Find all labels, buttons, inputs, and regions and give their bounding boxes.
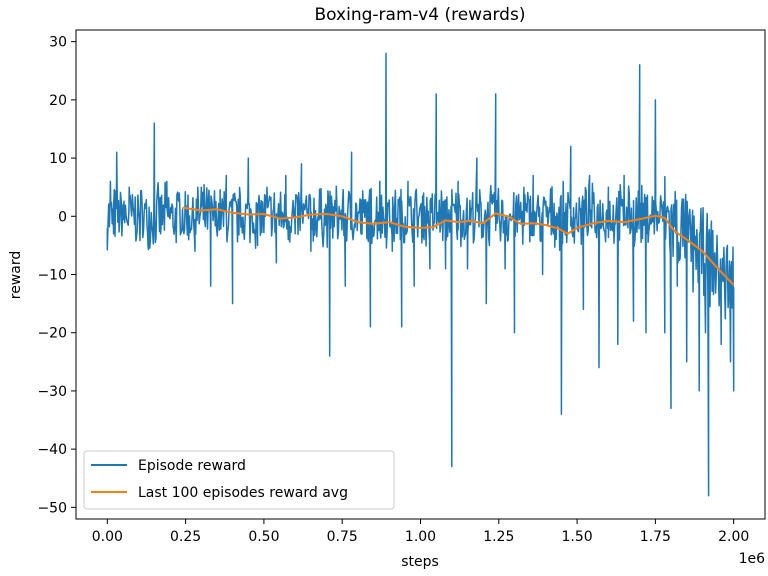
- y-axis-label: reward: [8, 251, 24, 300]
- x-tick-label: 1.25: [483, 529, 514, 545]
- series-episode-reward: [106, 52, 735, 497]
- y-tick-label: −30: [37, 384, 67, 400]
- x-axis-label: steps: [401, 554, 439, 570]
- legend-label-avg-reward: Last 100 episodes reward avg: [138, 485, 348, 501]
- legend-label-episode-reward: Episode reward: [138, 458, 246, 474]
- y-tick-label: 30: [49, 35, 67, 51]
- x-tick-label: 0.75: [327, 529, 358, 545]
- x-tick-label: 1.50: [562, 529, 593, 545]
- legend: Episode reward Last 100 episodes reward …: [83, 450, 395, 510]
- series-avg-reward: [182, 206, 735, 286]
- y-tick-label: −10: [37, 268, 67, 284]
- x-tick-label: 0.25: [170, 529, 201, 545]
- chart-title: Boxing-ram-v4 (rewards): [315, 5, 526, 25]
- x-axis-offset-label: 1e6: [739, 551, 766, 567]
- series-layer: [106, 52, 735, 497]
- legend-box: [83, 450, 395, 510]
- y-tick-label: 20: [49, 93, 67, 109]
- x-tick-label: 1.00: [405, 529, 436, 545]
- y-tick-label: −20: [37, 326, 67, 342]
- y-tick-label: −40: [37, 442, 67, 458]
- y-tick-label: −50: [37, 500, 67, 516]
- x-tick-label: 1.75: [640, 529, 671, 545]
- x-axis-ticks: 0.00 0.25 0.50 0.75 1.00 1.25 1.50 1.75 2.00: [92, 519, 749, 545]
- x-tick-label: 0.50: [248, 529, 279, 545]
- x-tick-label: 2.00: [718, 529, 749, 545]
- x-tick-label: 0.00: [92, 529, 123, 545]
- y-tick-label: 10: [49, 151, 67, 167]
- y-axis-ticks: −50 −40 −30 −20 −10 0 10 20 30: [37, 35, 76, 516]
- y-tick-label: 0: [58, 209, 67, 225]
